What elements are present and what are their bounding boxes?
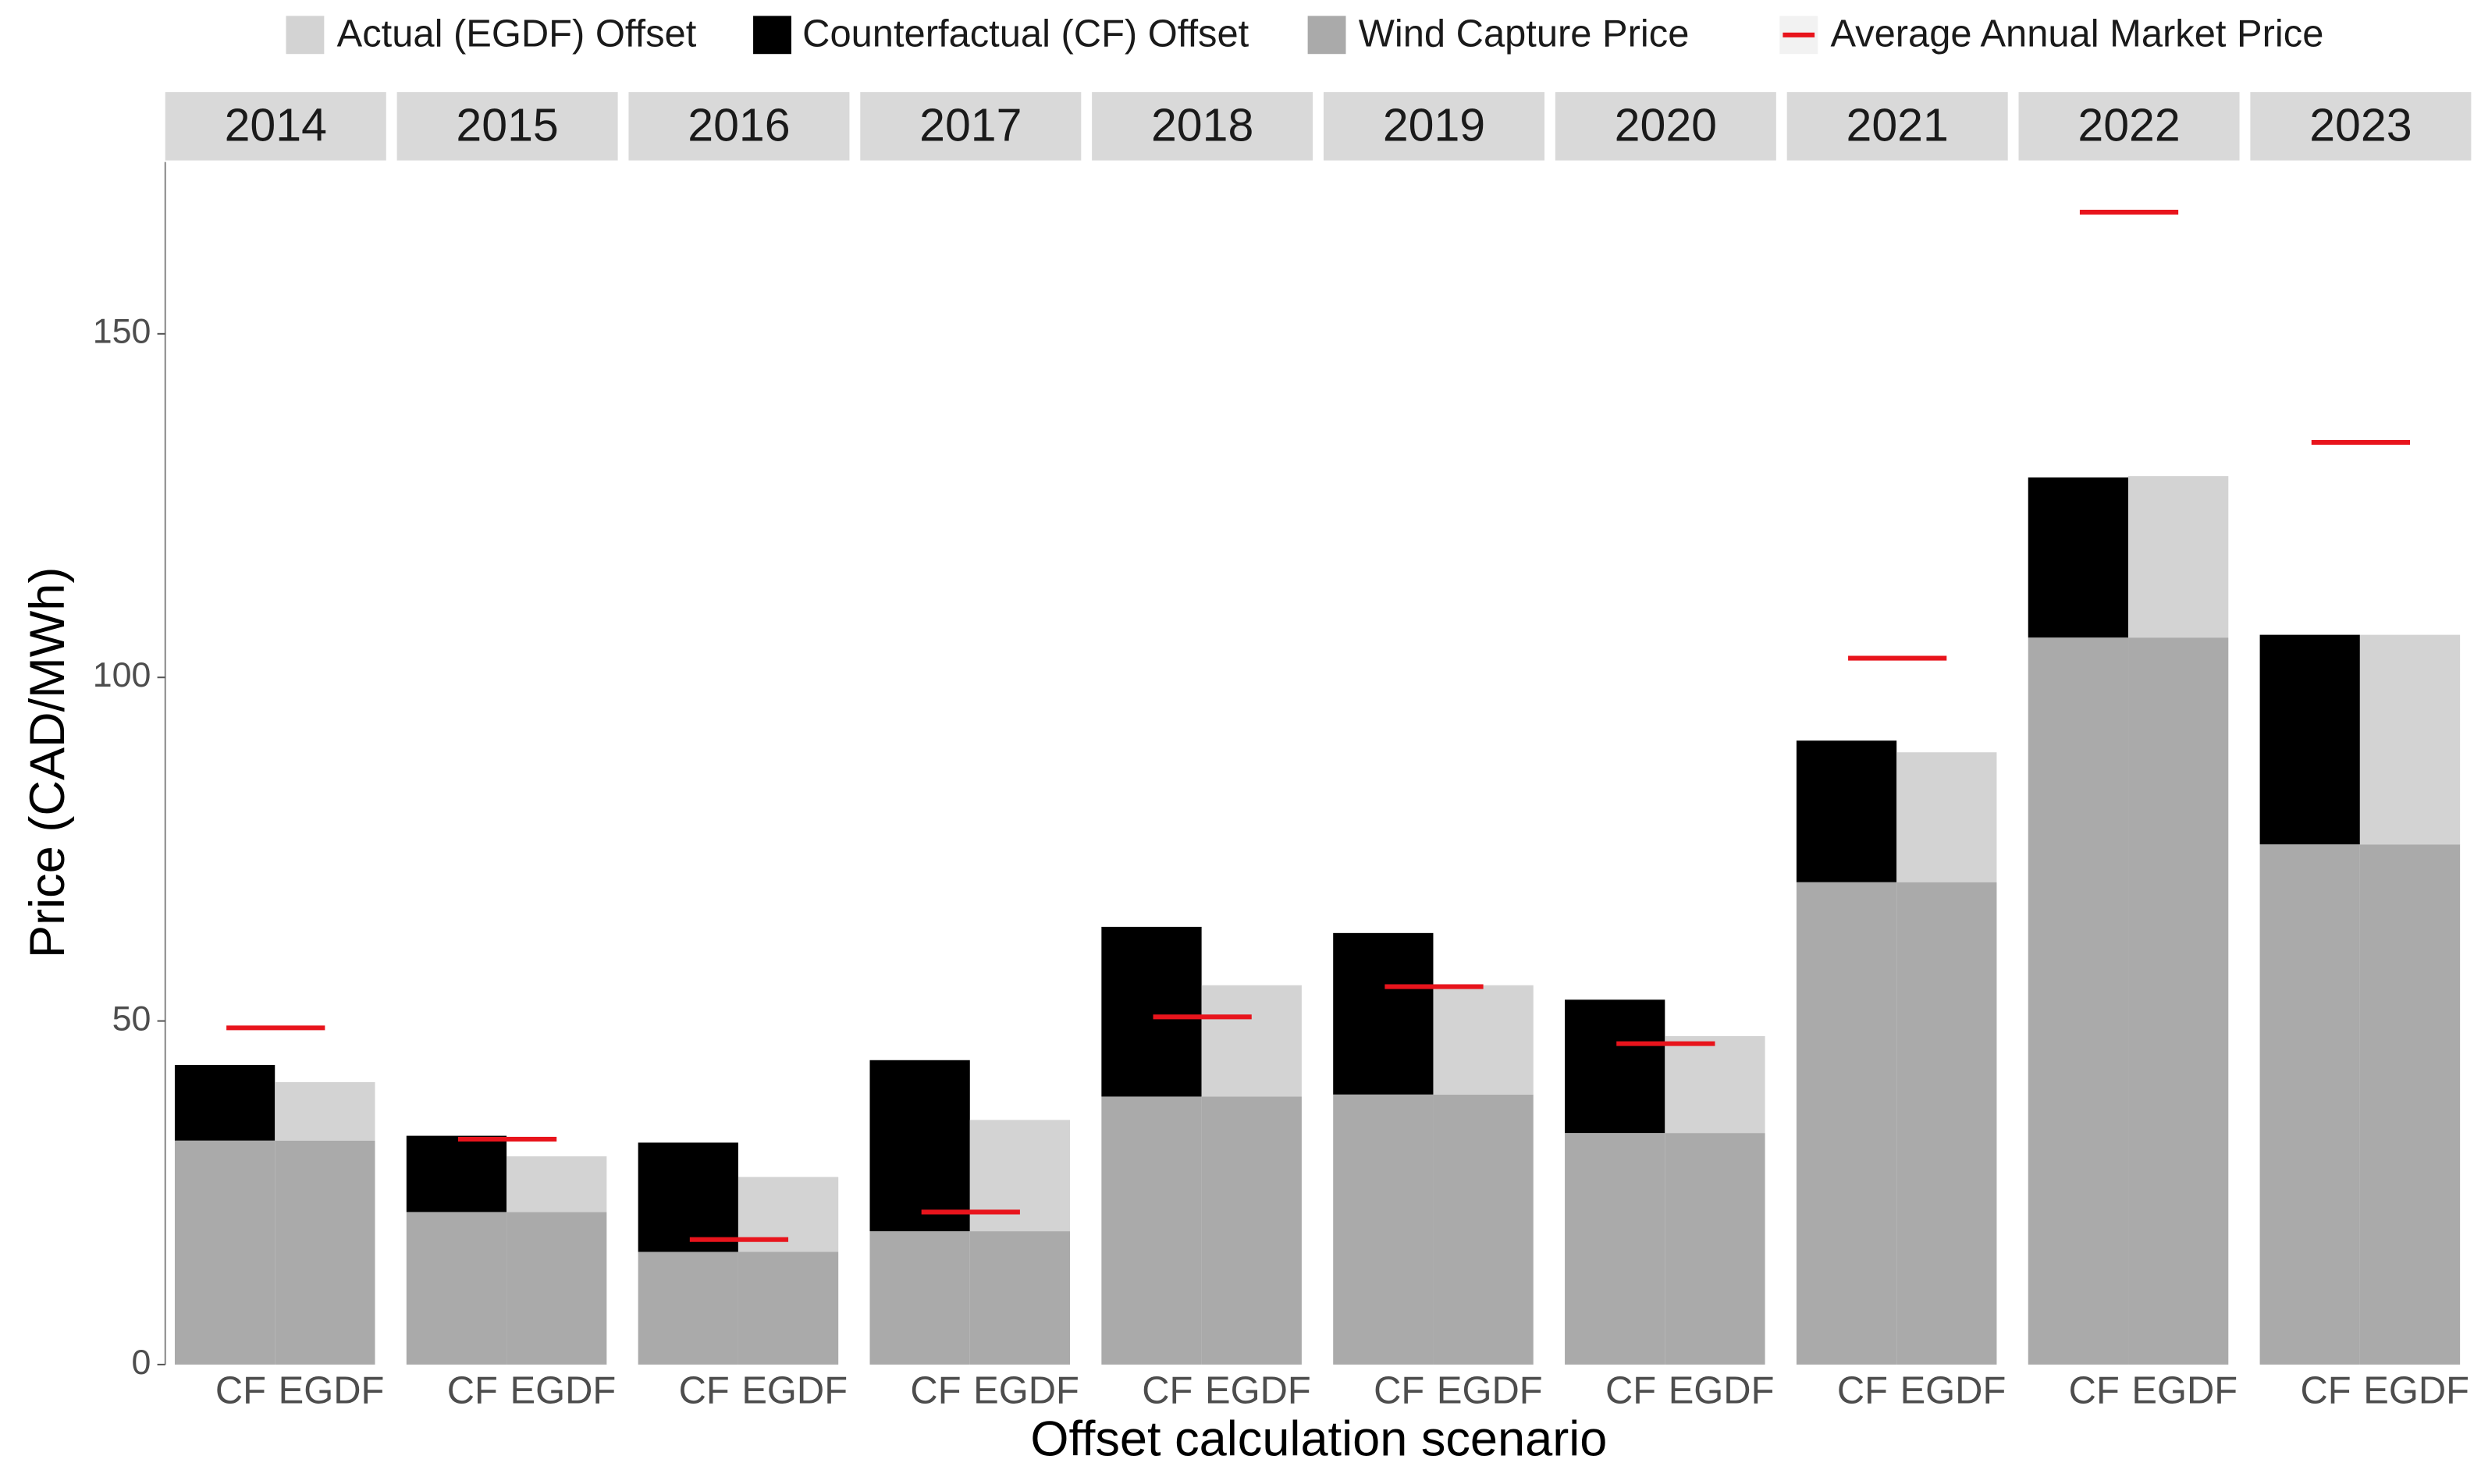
y-tick-label: 100 <box>93 655 151 694</box>
bar-egdf-offset <box>969 1120 1071 1232</box>
facet-strip <box>628 92 850 161</box>
legend-label: Average Annual Market Price <box>1830 13 2323 55</box>
bar-cf-offset <box>2259 634 2360 845</box>
bar-egdf-offset <box>1665 1035 1765 1134</box>
facet-strip <box>1786 92 2008 161</box>
facet-strip <box>1555 92 1776 161</box>
y-tick-label: 0 <box>132 1343 151 1382</box>
bar-egdf-offset <box>1433 985 1534 1095</box>
facet-label: 2018 <box>1151 100 1253 151</box>
facet-strip <box>1092 92 1313 161</box>
bar-wind <box>275 1140 375 1365</box>
bar-wind <box>1565 1133 1665 1365</box>
legend-key <box>1307 16 1346 55</box>
facet-label: 2019 <box>1383 100 1485 151</box>
bar-wind <box>638 1251 738 1365</box>
facet-strip <box>860 92 1082 161</box>
bar-wind <box>2028 637 2129 1365</box>
facet-label: 2014 <box>225 100 327 151</box>
legend-label: Wind Capture Price <box>1359 13 1690 55</box>
bar-wind <box>1433 1094 1534 1365</box>
y-axis-title: Price (CAD/MWh) <box>20 567 75 958</box>
bar-label: EGDF <box>973 1369 1079 1411</box>
bar-wind <box>1665 1133 1765 1365</box>
chart-root: Offset calculation scenario Price (CAD/M… <box>20 13 2472 1466</box>
bar-egdf-offset <box>2128 476 2229 638</box>
x-axis-title: Offset calculation scenario <box>1030 1411 1607 1466</box>
bar-label: CF <box>215 1369 266 1411</box>
bar-label: CF <box>1837 1369 1888 1411</box>
bar-cf-offset <box>1333 932 1434 1095</box>
bar-label: CF <box>2301 1369 2351 1411</box>
bar-label: EGDF <box>1900 1369 2006 1411</box>
bar-wind <box>738 1251 839 1365</box>
bar-cf-offset <box>1101 926 1202 1097</box>
legend-key <box>753 16 791 55</box>
bar-wind <box>406 1212 507 1365</box>
bar-wind <box>869 1231 970 1365</box>
bar-egdf-offset <box>1201 985 1302 1097</box>
legend-label: Counterfactual (CF) Offset <box>802 13 1249 55</box>
bar-label: EGDF <box>1437 1369 1543 1411</box>
bar-wind <box>1201 1096 1302 1365</box>
bar-egdf-offset <box>275 1081 375 1141</box>
bar-egdf-offset <box>2359 634 2461 845</box>
bar-label: EGDF <box>1205 1369 1311 1411</box>
facet-strip <box>396 92 618 161</box>
bar-wind <box>2259 844 2360 1365</box>
bar-wind <box>174 1140 275 1365</box>
bar-wind <box>2359 844 2461 1365</box>
bar-wind <box>2128 637 2229 1365</box>
bar-label: CF <box>1142 1369 1193 1411</box>
bar-wind <box>1333 1094 1434 1365</box>
facet-strip <box>1323 92 1544 161</box>
facet-label: 2023 <box>2309 100 2412 151</box>
facet-label: 2015 <box>456 100 558 151</box>
y-tick-label: 50 <box>112 999 151 1038</box>
bar-cf-offset <box>174 1064 275 1141</box>
bar-label: EGDF <box>2363 1369 2469 1411</box>
bar-label: CF <box>679 1369 730 1411</box>
bar-wind <box>507 1212 607 1365</box>
bar-label: EGDF <box>279 1369 385 1411</box>
bar-label: EGDF <box>1669 1369 1775 1411</box>
bar-cf-offset <box>2028 477 2129 638</box>
bar-egdf-offset <box>1896 752 1997 882</box>
facet-label: 2021 <box>1847 100 1949 151</box>
bar-label: CF <box>1374 1369 1424 1411</box>
legend-key <box>286 16 325 55</box>
bar-wind <box>1796 882 1897 1365</box>
bar-label: CF <box>1605 1369 1656 1411</box>
facet-label: 2016 <box>688 100 790 151</box>
bar-label: EGDF <box>510 1369 616 1411</box>
facet-strip <box>2018 92 2240 161</box>
bar-label: CF <box>2069 1369 2120 1411</box>
bar-wind <box>969 1231 1071 1365</box>
legend-label: Actual (EGDF) Offset <box>337 13 697 55</box>
bar-egdf-offset <box>507 1156 607 1212</box>
bar-cf-offset <box>1565 999 1665 1134</box>
bar-label: EGDF <box>2131 1369 2238 1411</box>
facet-label: 2022 <box>2078 100 2180 151</box>
facet-label: 2020 <box>1615 100 1717 151</box>
bar-wind <box>1896 882 1997 1365</box>
y-tick-label: 150 <box>93 312 151 351</box>
facet-strip <box>165 92 386 161</box>
facet-label: 2017 <box>919 100 1022 151</box>
bar-cf-offset <box>1796 740 1897 882</box>
bar-cf-offset <box>869 1060 970 1232</box>
bar-cf-offset <box>406 1135 507 1212</box>
bar-label: EGDF <box>741 1369 848 1411</box>
bar-wind <box>1101 1096 1202 1365</box>
facet-strip <box>2250 92 2472 161</box>
bar-label: CF <box>447 1369 498 1411</box>
bar-cf-offset <box>638 1142 738 1252</box>
bar-label: CF <box>910 1369 961 1411</box>
